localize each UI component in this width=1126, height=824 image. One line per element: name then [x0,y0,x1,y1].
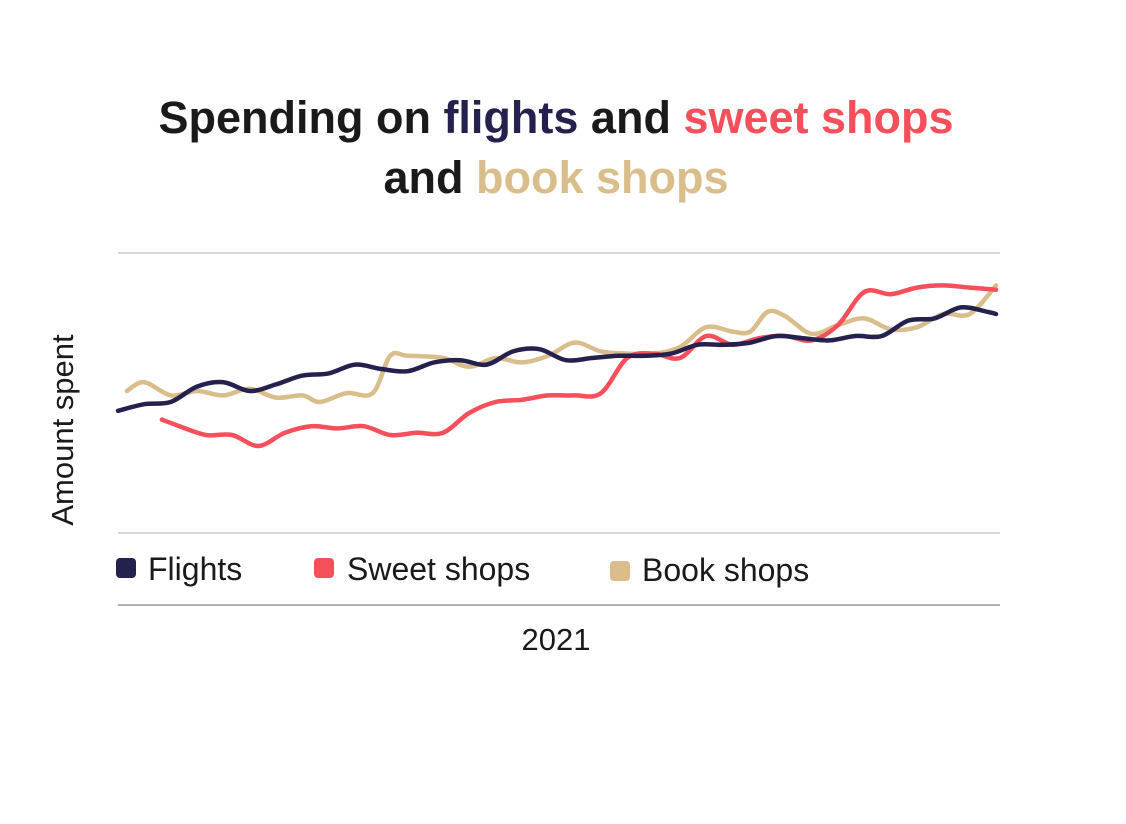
y-axis-label: Amount spent [45,334,80,526]
series-layer [115,283,999,449]
series-line-sweet-shops [159,283,999,449]
x-axis-label: 2021 [522,622,591,657]
series-line-flights [115,304,999,414]
legend-label-book-shops: Book shops [642,552,809,588]
chart-title: Spending on flights and sweet shops and … [0,88,1112,208]
legend-swatch-sweet-shops [314,558,334,578]
chart-title-line-1: Spending on flights and sweet shops [0,88,1112,148]
legend-label-sweet-shops: Sweet shops [347,551,530,587]
legend: Flights Sweet shops Book shops [116,551,809,588]
series-line-book-shops [124,283,999,405]
title-text-and: and [578,92,684,143]
chart-title-line-2: and book shops [0,148,1112,208]
title-text-book-shops: book shops [476,152,729,203]
legend-swatch-book-shops [610,561,630,581]
title-text-and-2: and [383,152,476,203]
legend-label-flights: Flights [148,551,242,587]
title-text-sweet-shops: sweet shops [683,92,954,143]
title-text-flights: flights [443,92,579,143]
title-text-spending: Spending on [158,92,444,143]
legend-swatch-flights [116,558,136,578]
